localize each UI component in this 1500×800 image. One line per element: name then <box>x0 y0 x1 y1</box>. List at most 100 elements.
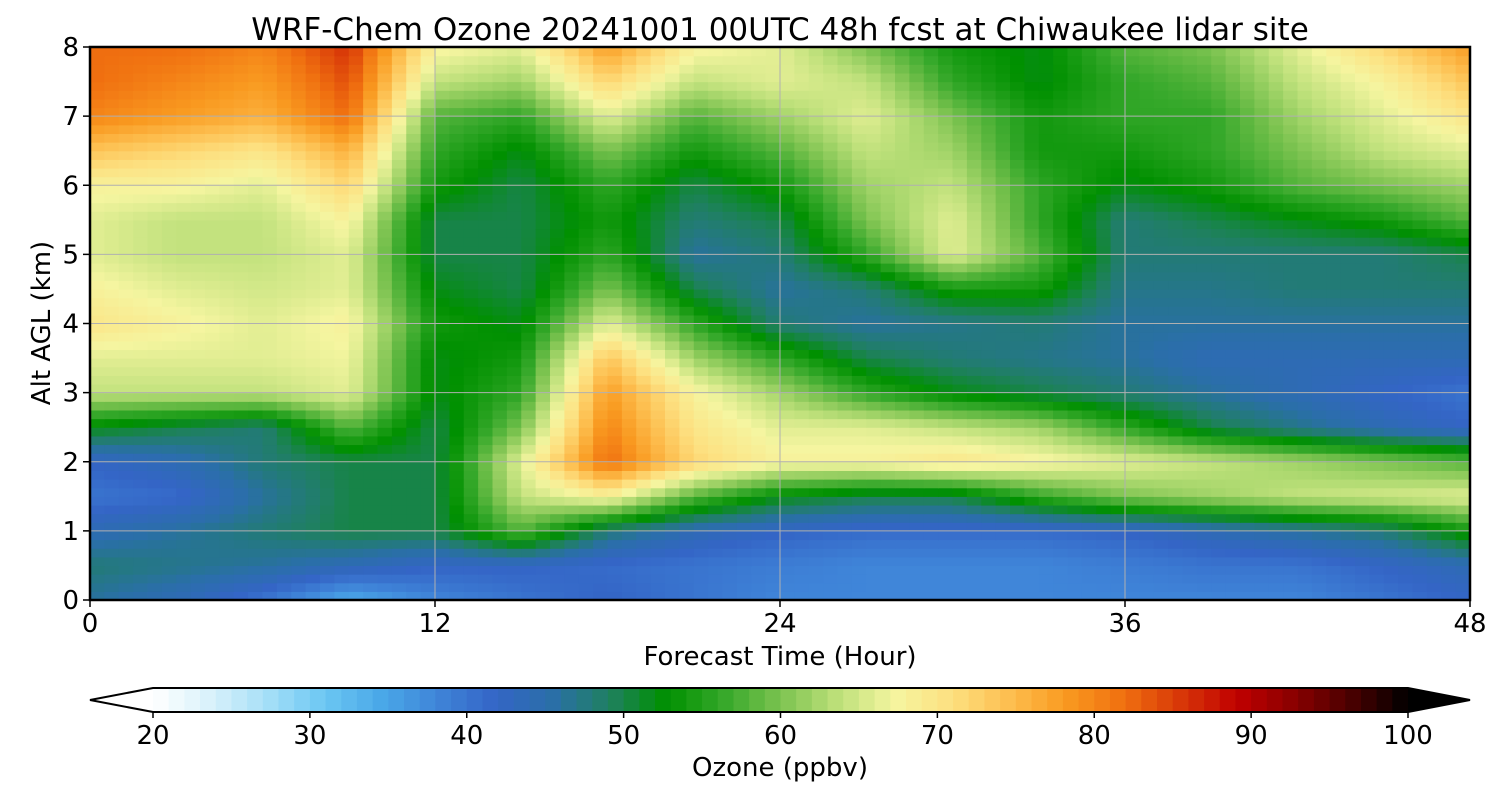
heatmap-cell <box>1412 582 1428 592</box>
heatmap-cell <box>133 418 149 428</box>
heatmap-cell <box>564 332 580 342</box>
heatmap-cell <box>535 280 551 290</box>
heatmap-cell <box>1010 479 1025 489</box>
heatmap-cell <box>1240 539 1255 549</box>
heatmap-cell <box>952 358 968 368</box>
heatmap-cell <box>1196 211 1212 221</box>
heatmap-cell <box>420 470 436 480</box>
heatmap-cell <box>693 332 709 342</box>
heatmap-cell <box>521 332 537 342</box>
heatmap-cell <box>751 271 767 281</box>
heatmap-cell <box>1081 453 1097 463</box>
heatmap-cell <box>205 487 220 497</box>
heatmap-cell <box>205 245 220 255</box>
heatmap-cell <box>923 306 939 316</box>
heatmap-cell <box>521 401 537 411</box>
heatmap-cell <box>564 556 580 567</box>
heatmap-cell <box>1326 150 1342 160</box>
heatmap-cell <box>1038 219 1054 230</box>
heatmap-cell <box>693 375 709 385</box>
heatmap-cell <box>1383 332 1399 342</box>
heatmap-cell <box>348 496 364 506</box>
heatmap-cell <box>104 349 120 359</box>
heatmap-cell <box>1081 366 1097 376</box>
heatmap-cell <box>1125 574 1140 584</box>
heatmap-cell <box>665 219 680 230</box>
heatmap-cell <box>593 565 609 575</box>
heatmap-cell <box>1168 487 1184 497</box>
heatmap-cell <box>880 202 896 212</box>
heatmap-cell <box>1225 167 1241 178</box>
heatmap-cell <box>1125 245 1140 255</box>
heatmap-cell <box>506 444 522 454</box>
heatmap-cell <box>1081 176 1097 186</box>
heatmap-cell <box>679 237 695 247</box>
heatmap-cell <box>837 496 853 506</box>
heatmap-cell <box>291 522 307 532</box>
heatmap-cell <box>1211 193 1227 204</box>
heatmap-cell <box>176 263 192 273</box>
heatmap-cell <box>133 323 149 333</box>
heatmap-cell <box>708 591 724 600</box>
heatmap-cell <box>535 453 551 463</box>
heatmap-cell <box>348 263 364 273</box>
heatmap-cell <box>1153 461 1169 471</box>
heatmap-cell <box>133 193 149 204</box>
heatmap-cell <box>435 340 450 351</box>
heatmap-cell <box>1038 366 1054 376</box>
heatmap-cell <box>550 539 565 549</box>
heatmap-cell <box>176 340 192 351</box>
heatmap-cell <box>1268 228 1284 238</box>
heatmap-cell <box>866 591 882 600</box>
heatmap-cell <box>636 435 652 446</box>
heatmap-cell <box>377 461 393 471</box>
heatmap-cell <box>909 487 925 497</box>
heatmap-cell <box>118 461 134 471</box>
heatmap-cell <box>449 383 465 394</box>
heatmap-cell <box>305 556 321 567</box>
heatmap-cell <box>1081 461 1097 471</box>
heatmap-cell <box>966 470 982 480</box>
heatmap-cell <box>880 513 896 523</box>
heatmap-cell <box>794 574 810 584</box>
heatmap-cell <box>665 496 680 506</box>
heatmap-cell <box>923 435 939 446</box>
heatmap-cell <box>780 340 795 351</box>
heatmap-cell <box>1240 427 1255 437</box>
heatmap-cell <box>1139 228 1155 238</box>
heatmap-cell <box>176 522 192 532</box>
heatmap-cell <box>909 427 925 437</box>
heatmap-cell <box>406 565 422 575</box>
heatmap-cell <box>808 522 824 532</box>
heatmap-cell <box>176 574 192 584</box>
heatmap-cell <box>952 522 968 532</box>
heatmap-cell <box>248 211 264 221</box>
heatmap-cell <box>693 288 709 299</box>
heatmap-cell <box>564 453 580 463</box>
heatmap-cell <box>1268 548 1284 558</box>
heatmap-cell <box>90 548 105 558</box>
heatmap-cell <box>851 366 867 376</box>
heatmap-cell <box>1196 349 1212 359</box>
heatmap-cell <box>248 254 264 264</box>
heatmap-cell <box>923 418 939 428</box>
heatmap-cell <box>765 556 781 567</box>
heatmap-cell <box>765 504 781 515</box>
heatmap-cell <box>463 358 479 368</box>
heatmap-cell <box>765 591 781 600</box>
heatmap-cell <box>636 556 652 567</box>
heatmap-cell <box>1398 556 1414 567</box>
heatmap-cell <box>780 297 795 307</box>
heatmap-cell <box>938 280 954 290</box>
heatmap-cell <box>535 504 551 515</box>
heatmap-cell <box>334 193 350 204</box>
heatmap-cell <box>1196 418 1212 428</box>
heatmap-cell <box>1326 591 1342 600</box>
heatmap-cell <box>521 263 537 273</box>
heatmap-cell <box>1182 375 1198 385</box>
heatmap-cell <box>722 314 738 325</box>
heatmap-cell <box>650 530 666 541</box>
heatmap-cell <box>190 591 206 600</box>
heatmap-cell <box>1067 582 1083 592</box>
heatmap-cell <box>161 202 177 212</box>
